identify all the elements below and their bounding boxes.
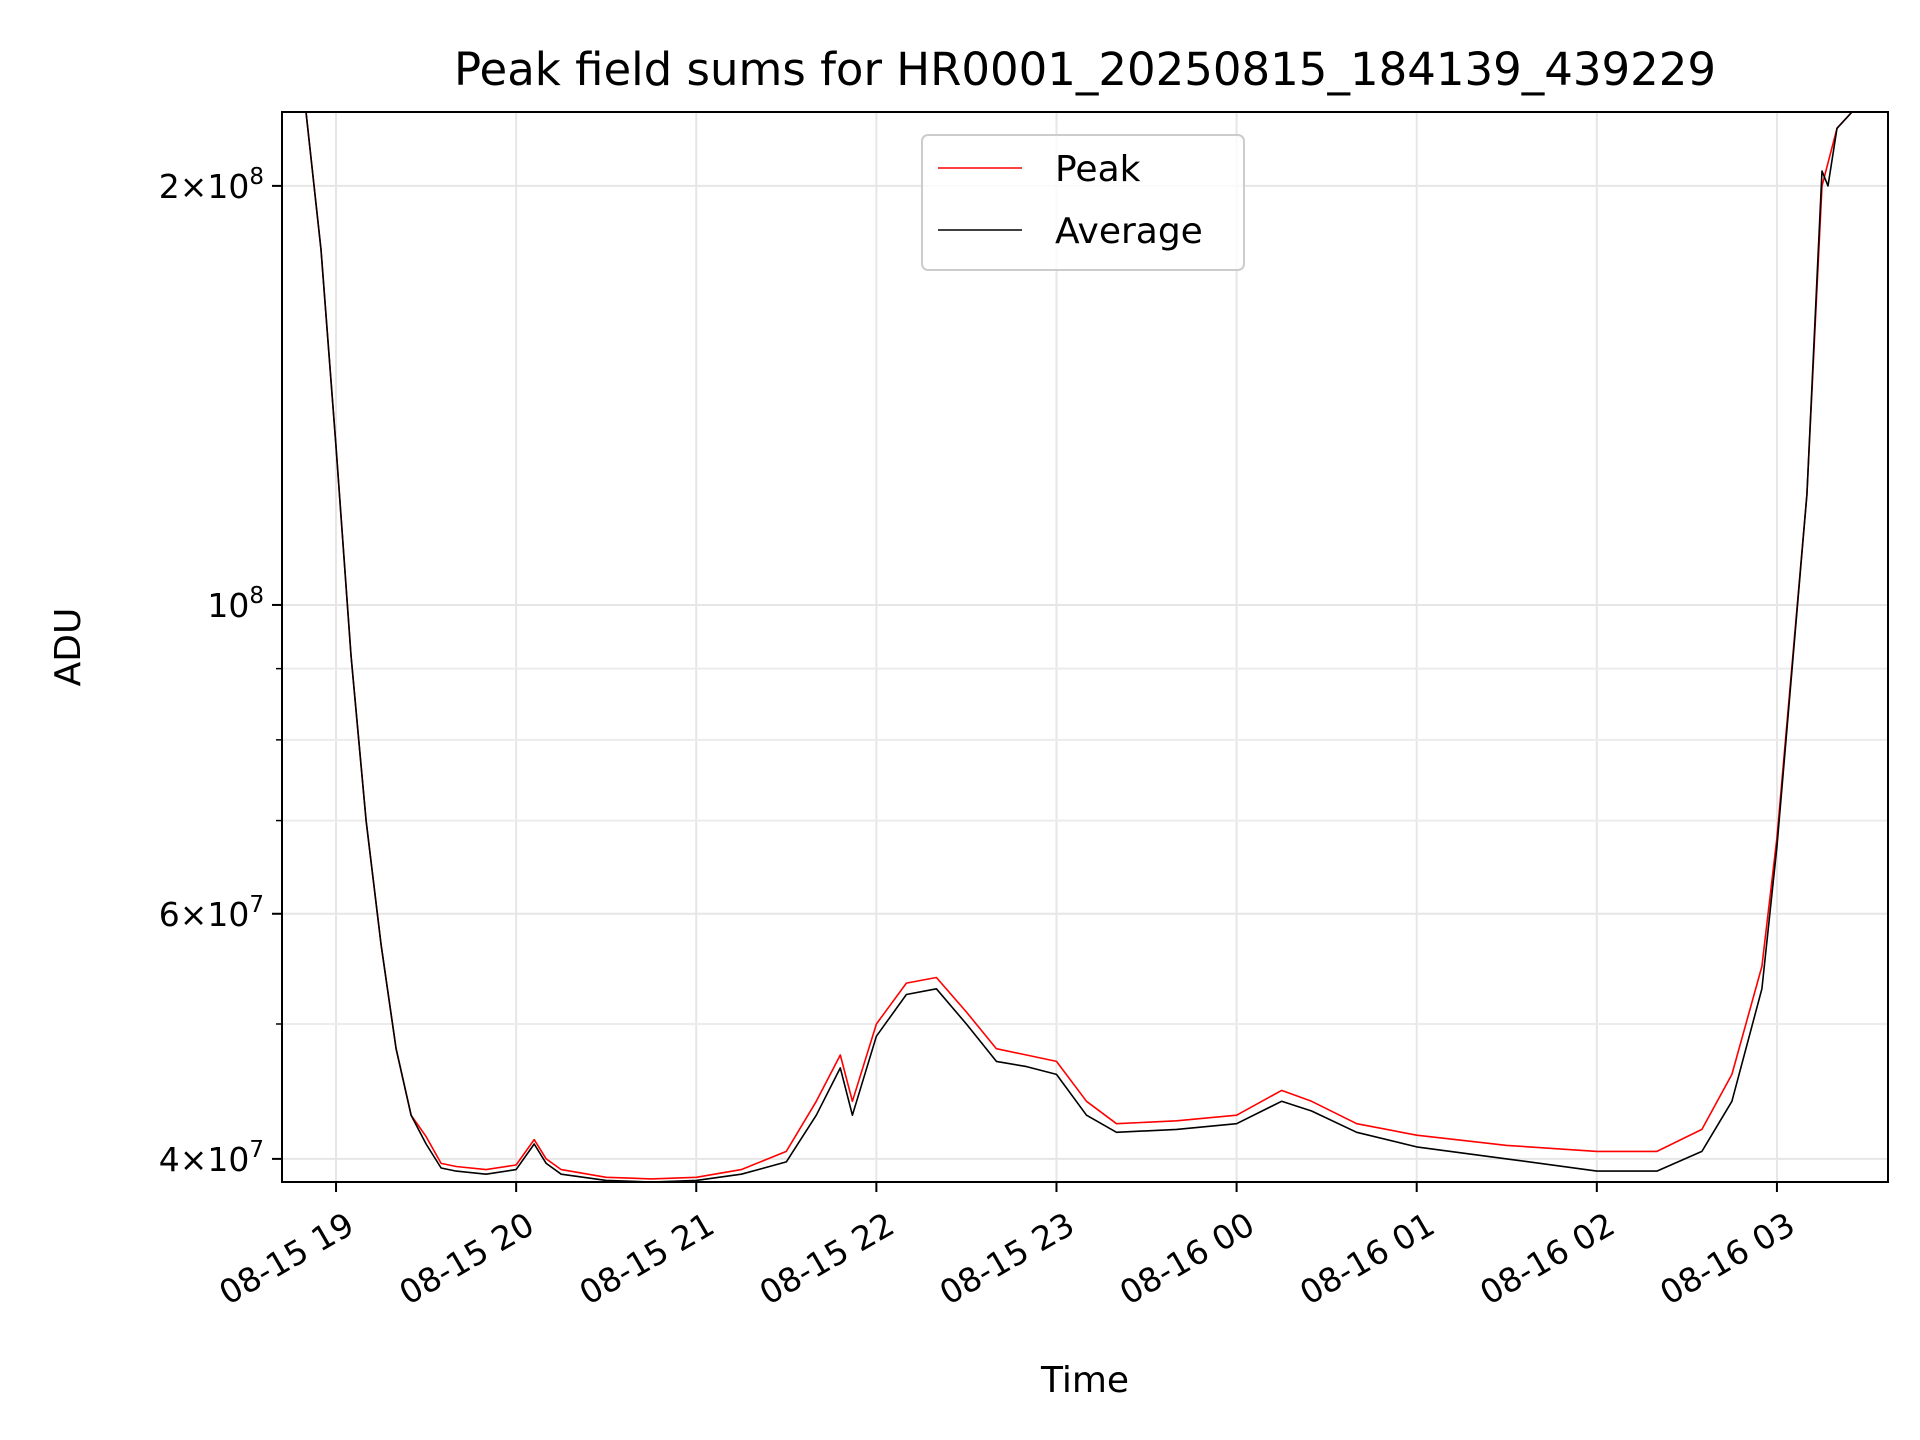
x-axis-label: Time (1040, 1360, 1129, 1401)
legend: Peak Average (921, 134, 1245, 271)
chart-title: Peak field sums for HR0001_20250815_1841… (454, 43, 1716, 96)
plot-frame (281, 111, 1889, 1183)
series-line-peak (282, 112, 1888, 1180)
y-tick-label: 6×107 (159, 892, 264, 934)
series-layer (282, 112, 1888, 1182)
legend-label-peak: Peak (1055, 149, 1141, 190)
y-axis-label: ADU (48, 608, 89, 687)
legend-label-average: Average (1055, 211, 1203, 252)
grid (282, 112, 1888, 1182)
series-line-average (282, 112, 1888, 1182)
y-tick-label: 108 (207, 583, 264, 625)
y-tick-label: 4×107 (159, 1137, 264, 1179)
y-tick-label: 2×108 (159, 164, 264, 206)
